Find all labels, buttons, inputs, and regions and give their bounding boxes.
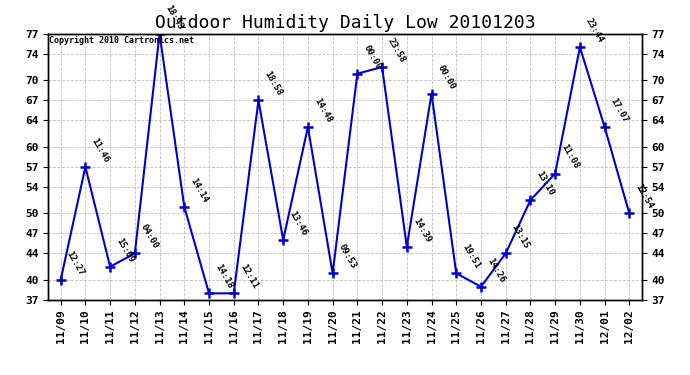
Title: Outdoor Humidity Daily Low 20101203: Outdoor Humidity Daily Low 20101203	[155, 14, 535, 32]
Text: 04:00: 04:00	[139, 223, 160, 251]
Text: 00:00: 00:00	[362, 43, 383, 71]
Text: 18:43: 18:43	[164, 3, 185, 31]
Text: 13:46: 13:46	[287, 210, 308, 237]
Text: 11:08: 11:08	[560, 143, 580, 171]
Text: 14:14: 14:14	[188, 176, 210, 204]
Text: 14:18: 14:18	[213, 263, 235, 291]
Text: 12:11: 12:11	[238, 263, 259, 291]
Text: 17:07: 17:07	[609, 96, 630, 124]
Text: 23:44: 23:44	[584, 16, 605, 44]
Text: 12:54: 12:54	[633, 183, 655, 211]
Text: 13:10: 13:10	[535, 170, 556, 197]
Text: 13:15: 13:15	[510, 223, 531, 251]
Text: 15:09: 15:09	[115, 236, 135, 264]
Text: 18:58: 18:58	[263, 70, 284, 98]
Text: 14:39: 14:39	[411, 216, 432, 244]
Text: 19:51: 19:51	[460, 243, 482, 271]
Text: 14:48: 14:48	[312, 96, 333, 124]
Text: 23:58: 23:58	[386, 36, 408, 64]
Text: 00:00: 00:00	[435, 63, 457, 91]
Text: 11:46: 11:46	[90, 136, 111, 164]
Text: 09:53: 09:53	[337, 243, 358, 271]
Text: 14:26: 14:26	[485, 256, 506, 284]
Text: 12:27: 12:27	[65, 249, 86, 277]
Text: Copyright 2010 Cartronics.net: Copyright 2010 Cartronics.net	[49, 36, 194, 45]
